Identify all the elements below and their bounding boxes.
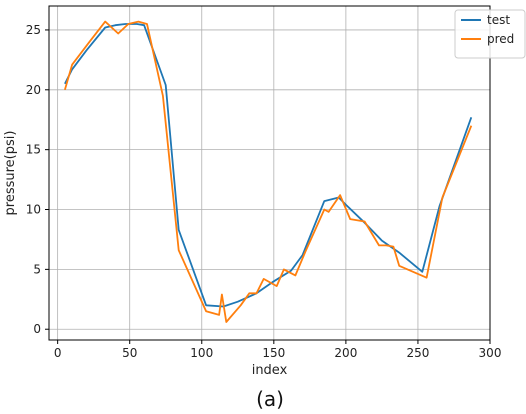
series-layer	[64, 20, 473, 323]
y-ticks: 0 5 10 15 20 25	[26, 23, 49, 336]
y-tick-label: 0	[33, 322, 41, 336]
legend-label-pred: pred	[487, 32, 514, 46]
figure-caption: (a)	[256, 387, 284, 411]
y-tick-label: 10	[26, 203, 41, 217]
x-tick-label: 0	[54, 346, 62, 360]
y-tick-label: 15	[26, 143, 41, 157]
x-axis-label: index	[252, 363, 288, 378]
y-tick-label: 5	[33, 262, 41, 276]
plot-frame	[48, 5, 491, 341]
x-tick-label: 100	[190, 346, 213, 360]
series-line-pred	[64, 20, 473, 323]
y-tick-label: 20	[26, 83, 41, 97]
x-tick-label: 200	[334, 346, 357, 360]
y-tick-label: 25	[26, 23, 41, 37]
x-ticks: 0 50 100 150 200 250 300	[54, 340, 502, 360]
x-tick-label: 250	[406, 346, 429, 360]
y-axis-label: pressure(psi)	[3, 131, 18, 216]
grid	[49, 6, 491, 340]
legend-box	[454, 9, 526, 59]
x-tick-label: 150	[262, 346, 285, 360]
x-tick-label: 300	[479, 346, 502, 360]
x-tick-label: 50	[122, 346, 137, 360]
legend-label-test: test	[487, 13, 510, 27]
legend: test pred	[454, 9, 526, 59]
